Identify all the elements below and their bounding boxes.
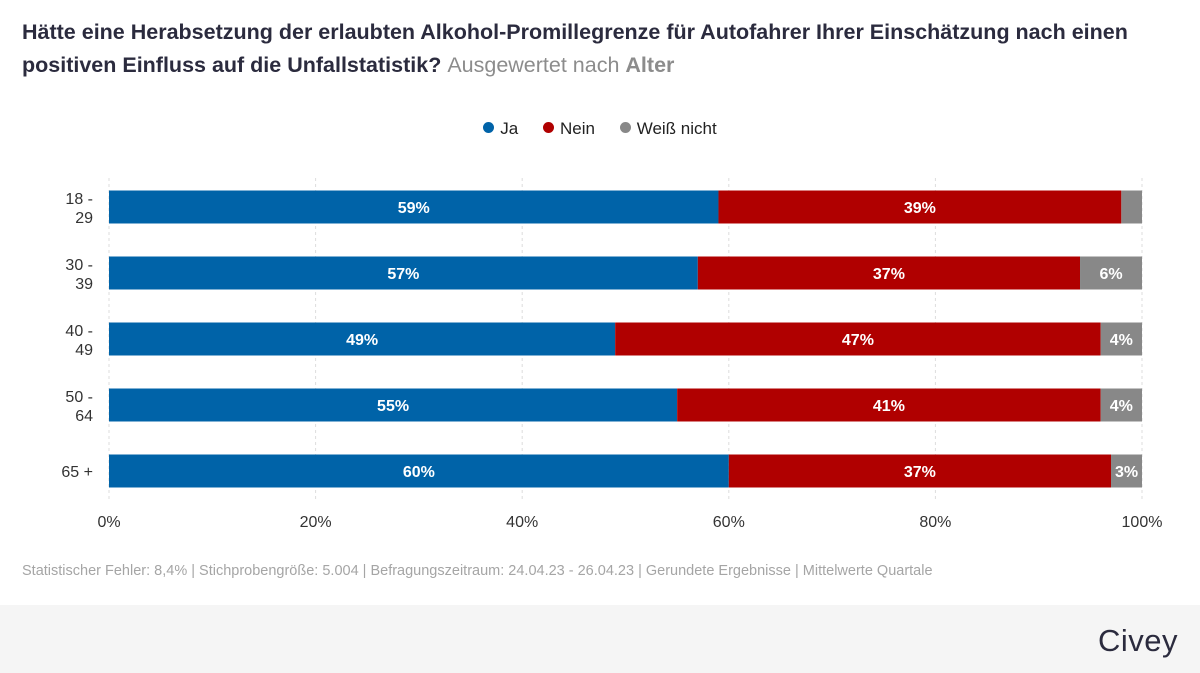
- x-tick-label: 100%: [1122, 514, 1163, 531]
- bar-nein: [697, 256, 1081, 290]
- legend-item-nein[interactable]: Nein: [543, 119, 595, 139]
- y-category-label: 39: [75, 276, 93, 293]
- title-subtitle: Ausgewertet nach Alter: [447, 53, 674, 77]
- y-category-label: 50 -: [65, 389, 93, 406]
- bottom-bar: Civey: [0, 605, 1200, 673]
- bar-nein: [615, 322, 1101, 356]
- bar-data-label: 57%: [387, 266, 419, 283]
- x-tick-label: 0%: [97, 514, 120, 531]
- footer-note: Statistischer Fehler: 8,4% | Stichproben…: [22, 563, 933, 579]
- legend-item-weiss-nicht[interactable]: Weiß nicht: [619, 119, 717, 139]
- chart-title: Hätte eine Herabsetzung der erlaubten Al…: [22, 16, 1182, 82]
- bar-wei-nicht: [1111, 454, 1142, 488]
- x-tick-label: 40%: [506, 514, 538, 531]
- y-category-label: 49: [75, 342, 93, 359]
- bar-data-label: 47%: [842, 332, 874, 349]
- bar-data-label: 4%: [1110, 398, 1133, 415]
- bar-data-label: 3%: [1115, 464, 1138, 481]
- bar-data-label: 6%: [1099, 266, 1122, 283]
- x-tick-label: 60%: [713, 514, 745, 531]
- bar-wei-nicht: [1121, 190, 1142, 224]
- bar-ja: [109, 454, 729, 488]
- x-tick-label: 20%: [300, 514, 332, 531]
- legend-dot-ja: [483, 122, 495, 133]
- legend-label-weiss-nicht: Weiß nicht: [636, 119, 717, 138]
- y-category-label: 18 -: [65, 191, 93, 208]
- bar-data-label: 39%: [904, 200, 936, 217]
- stacked-bar-chart: 0% 20% 40% 60% 80% 100% 18 - 29 59% 39% 30 - 39 57% 3…: [61, 178, 1163, 531]
- bar-data-label: 4%: [1110, 332, 1133, 349]
- y-category-label: 64: [75, 408, 93, 425]
- civey-logo: Civey: [1097, 623, 1178, 658]
- legend-dot-nein: [543, 122, 554, 133]
- bar-nein: [677, 388, 1101, 422]
- y-category-label: 30 -: [65, 257, 93, 274]
- bar-data-label: 59%: [398, 200, 430, 217]
- bar-nein: [718, 190, 1122, 224]
- subtitle-bold: Alter: [625, 53, 675, 77]
- legend-label-nein: Nein: [560, 119, 595, 138]
- bar-data-label: 55%: [377, 398, 409, 415]
- bar-data-label: 49%: [346, 332, 378, 349]
- bar-data-label: 41%: [873, 398, 905, 415]
- title-main: Hätte eine Herabsetzung der erlaubten Al…: [22, 20, 1128, 77]
- bar-nein: [728, 454, 1112, 488]
- legend: Ja Nein Weiß nicht: [0, 119, 1200, 139]
- legend-item-ja[interactable]: Ja: [483, 119, 518, 139]
- bar-wei-nicht: [1100, 388, 1142, 422]
- subtitle-prefix: Ausgewertet nach: [447, 53, 620, 77]
- bar-ja: [109, 322, 616, 356]
- bar-data-label: 37%: [904, 464, 936, 481]
- legend-dot-weiss-nicht: [619, 122, 631, 133]
- legend-label-ja: Ja: [500, 119, 519, 138]
- bar-wei-nicht: [1080, 256, 1142, 290]
- x-tick-label: 80%: [919, 514, 951, 531]
- y-category-label: 65 +: [61, 464, 93, 481]
- bar-ja: [109, 388, 678, 422]
- bar-data-label: 37%: [873, 266, 905, 283]
- bar-ja: [109, 256, 698, 290]
- bar-ja: [109, 190, 719, 224]
- bar-wei-nicht: [1100, 322, 1142, 356]
- y-category-label: 40 -: [65, 323, 93, 340]
- bar-data-label: 60%: [403, 464, 435, 481]
- y-category-label: 29: [75, 210, 93, 227]
